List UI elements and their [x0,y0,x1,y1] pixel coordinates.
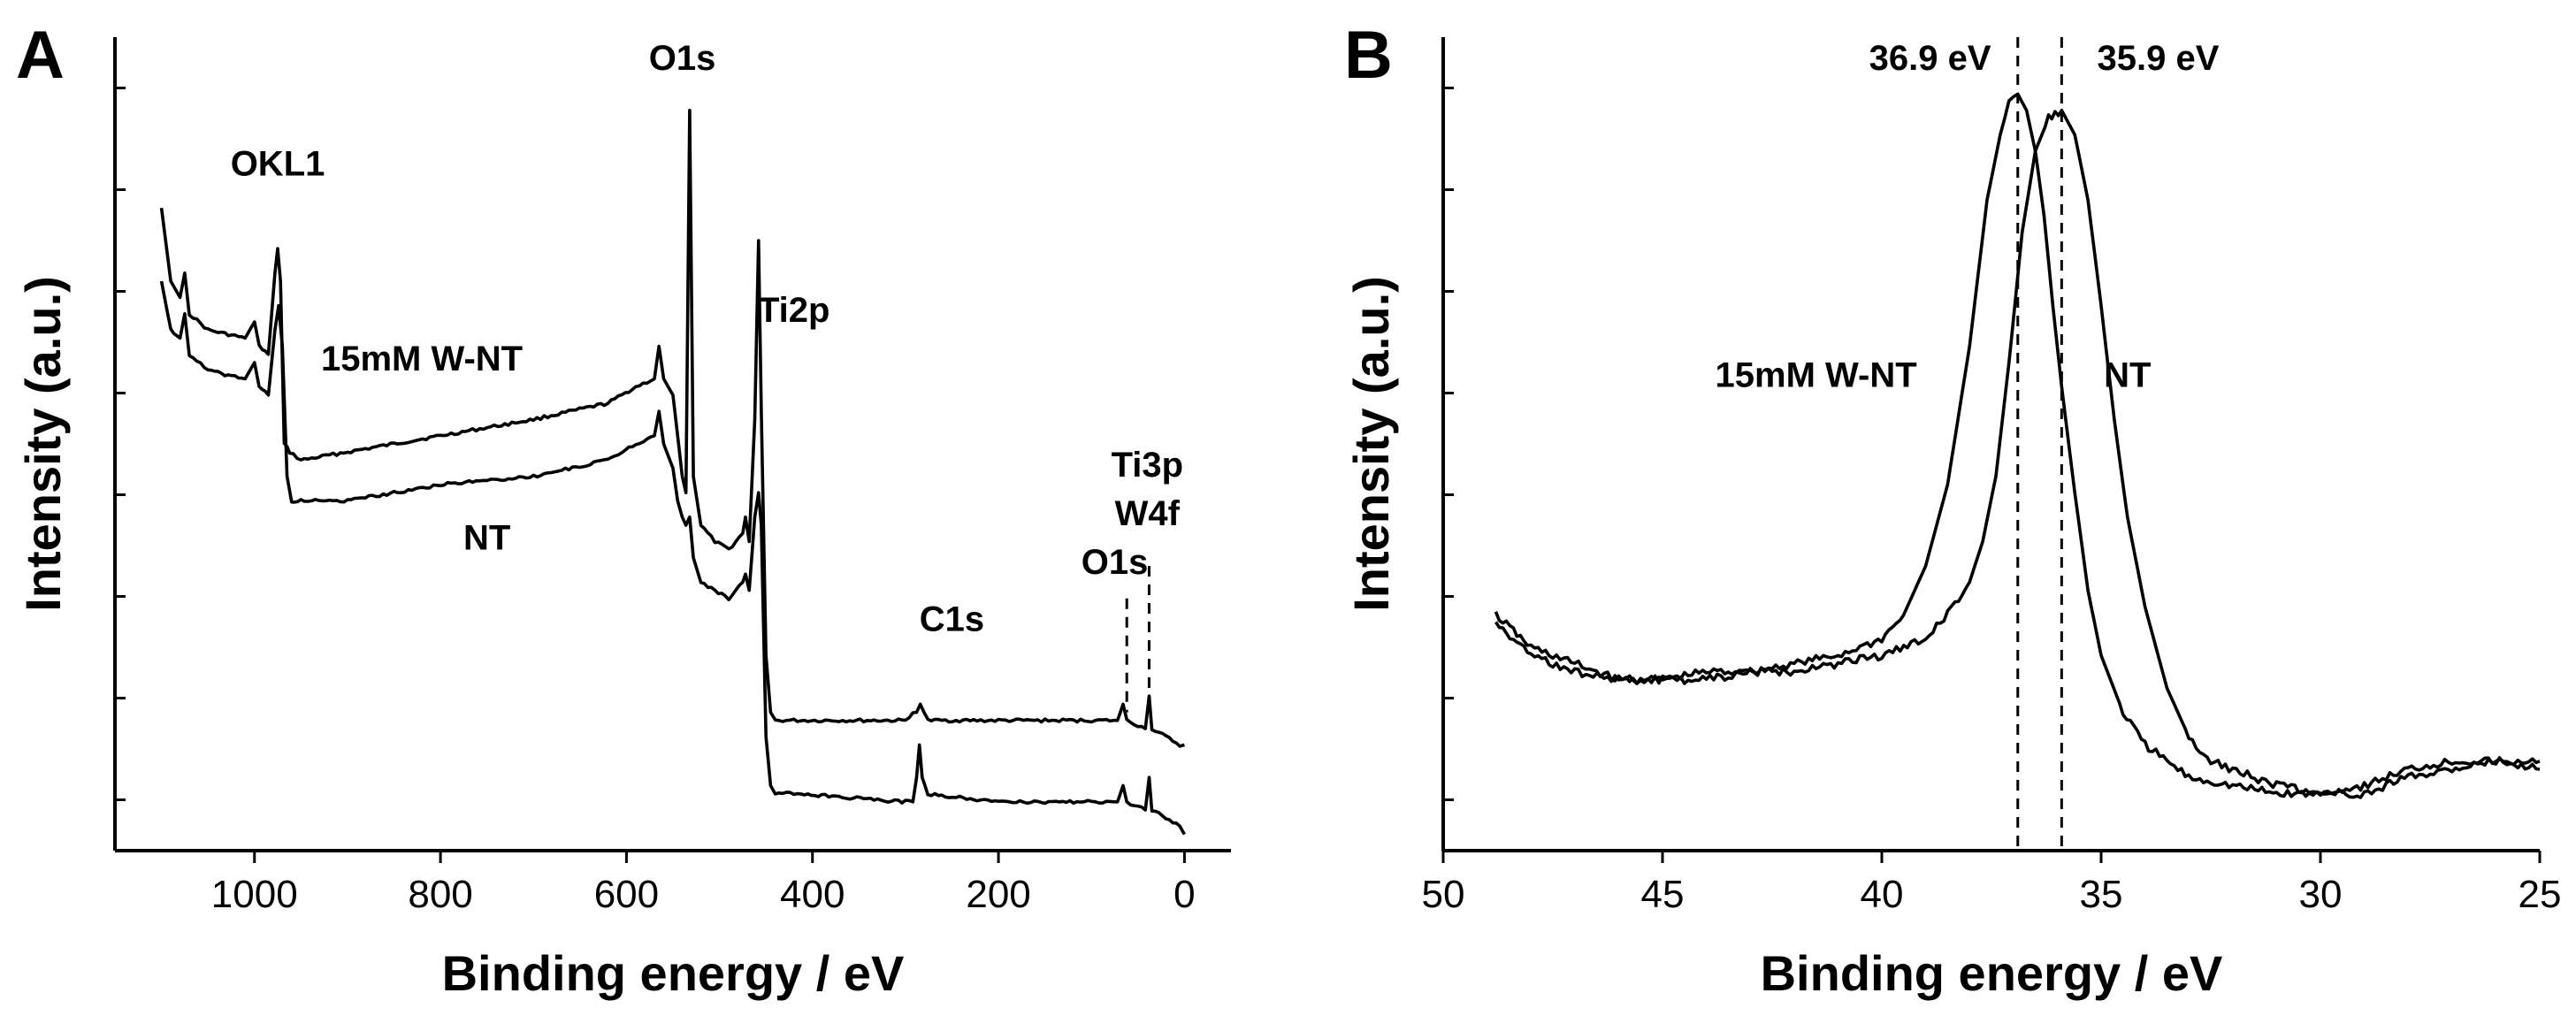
x-tick-label: 400 [780,873,845,916]
series-line-nt [159,280,1186,836]
series-line-nt [1494,109,2541,799]
annotation-label: O1s [649,39,716,78]
panel-a: A 1000 800 600 400 200 0 Binding energy / eV Int… [15,18,1231,1001]
panel-letter: A [16,18,65,93]
annotation-label: 36.9 eV [1869,39,1991,78]
y-axis-title: Intensity (a.u.) [15,276,71,612]
x-tick-label: 600 [594,873,659,916]
annotation-label: NT [463,519,510,558]
x-tick-label: 1000 [211,873,298,916]
annotation-label: W4f [1115,494,1181,533]
annotation-label: 35.9 eV [2098,39,2220,78]
x-tick-label: 30 [2299,873,2343,916]
x-tick-label: 45 [1641,873,1685,916]
x-tick-label: 40 [1861,873,1904,916]
panel-b: B 50 45 40 35 30 25 Binding energy / eV Intensit… [1343,18,2561,1001]
x-tick-label: 0 [1173,873,1195,916]
annotation-label: C1s [920,600,984,639]
annotation-label: NT [2104,356,2151,395]
series-line-15mm-w-nt [159,109,1185,748]
x-axis-title: Binding energy / eV [442,945,905,1001]
x-axis-title: Binding energy / eV [1761,945,2223,1001]
annotation-label: 15mM W-NT [1716,356,1917,395]
panel-letter: B [1344,18,1393,93]
x-tick-label: 200 [966,873,1030,916]
x-tick-label: 25 [2519,873,2562,916]
annotation-label: Ti3p [1112,446,1184,485]
annotation-label: O1s [1082,543,1149,582]
x-tick-label: 50 [1422,873,1465,916]
annotation-label: OKL1 [231,144,325,183]
y-axis-title: Intensity (a.u.) [1343,276,1399,612]
x-tick-label: 35 [2080,873,2123,916]
annotation-label: Ti2p [758,291,830,330]
x-tick-label: 800 [408,873,472,916]
annotation-label: 15mM W-NT [321,340,523,378]
